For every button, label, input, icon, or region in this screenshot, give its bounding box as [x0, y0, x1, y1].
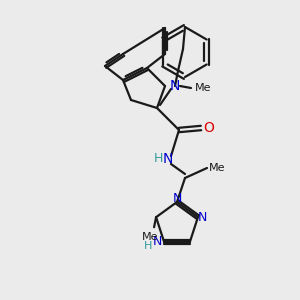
Text: Me: Me: [209, 163, 225, 173]
Text: Me: Me: [142, 232, 158, 242]
Text: N: N: [163, 152, 173, 166]
Text: N: N: [170, 79, 180, 93]
Text: H: H: [153, 152, 163, 166]
Text: N: N: [172, 191, 182, 205]
Text: O: O: [204, 121, 214, 135]
Text: H: H: [144, 241, 152, 251]
Text: N: N: [152, 235, 162, 248]
Text: N: N: [198, 211, 208, 224]
Text: Me: Me: [195, 83, 211, 93]
